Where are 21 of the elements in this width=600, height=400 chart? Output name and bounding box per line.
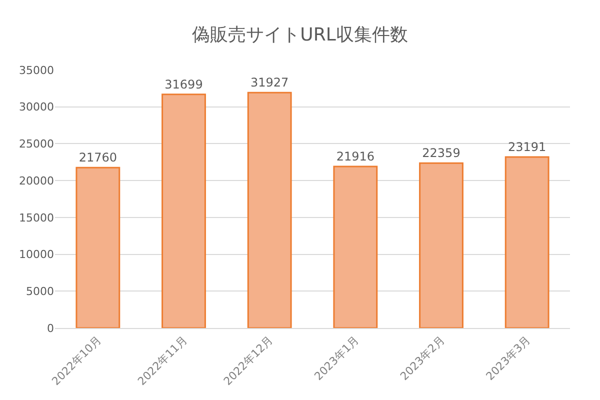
data-label: 22359 — [422, 146, 460, 160]
y-tick-label: 10000 — [19, 248, 54, 262]
data-label: 31927 — [250, 76, 289, 90]
y-tick-label: 20000 — [19, 174, 54, 188]
y-tick-label: 35000 — [19, 64, 54, 77]
bar — [504, 156, 550, 328]
y-tick-label: 25000 — [19, 138, 54, 151]
chart-title: 偽販売サイトURL収集件数 — [192, 24, 408, 46]
y-tick-label: 30000 — [19, 100, 54, 114]
data-label: 23191 — [508, 140, 546, 154]
data-label: 21916 — [336, 149, 375, 164]
data-label: 21760 — [78, 150, 118, 165]
y-tick-label: 15000 — [19, 211, 54, 224]
bar — [419, 162, 464, 328]
bar — [162, 94, 206, 328]
y-tick-label: 0 — [47, 322, 54, 335]
bar — [247, 92, 292, 328]
bar — [76, 166, 120, 328]
y-tick-label: 5000 — [26, 284, 54, 298]
bar — [333, 166, 378, 328]
data-label: 31699 — [164, 77, 203, 92]
